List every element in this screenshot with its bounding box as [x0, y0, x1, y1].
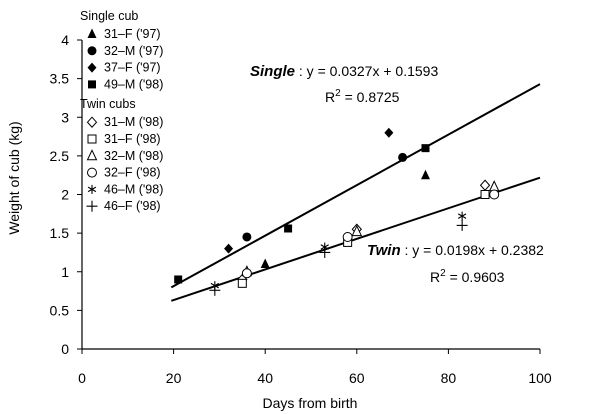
point-plus [319, 246, 331, 258]
point-triangle-open [351, 224, 363, 237]
point-square-open [480, 190, 490, 199]
legend-group-title: Twin cubs [80, 97, 136, 111]
equation-annotations: Single : y = 0.0327x + 0.1593 R2 = 0.8725… [250, 63, 544, 285]
legend-group-title: Single cub [80, 9, 138, 23]
r-squared-label-single: R2 = 0.8725 [325, 88, 400, 105]
legend-marker-square-filled [88, 80, 96, 89]
point-square-filled [421, 144, 430, 153]
trendline-twin [170, 176, 541, 302]
equation-label-twin: Twin : y = 0.0198x + 0.2382 [367, 242, 544, 259]
point-circle-open [241, 268, 252, 279]
legend-marker-triangle-open [86, 149, 98, 161]
legend-entry-label: 32–M ('98) [104, 149, 163, 163]
legend-marker-triangle-filled [87, 28, 97, 38]
y-tick-label: 0.5 [50, 302, 70, 318]
data-points [174, 127, 500, 296]
x-tick-label: 60 [349, 370, 365, 386]
trendline-single [170, 83, 541, 289]
y-tick-label: 3 [61, 109, 69, 125]
y-tick-label: 0 [61, 341, 69, 357]
point-triangle-filled [421, 169, 430, 180]
point-circle-filled [242, 232, 252, 242]
y-tick-label: 4 [61, 32, 69, 48]
x-tick-label: 40 [257, 370, 273, 386]
legend-entry-label: 32–F ('98) [104, 166, 161, 180]
point-circle-open [342, 231, 353, 242]
legend-marker-diamond-open [86, 116, 98, 128]
point-plus [209, 284, 221, 296]
legend-entry-label: 31–F ('97) [104, 27, 161, 41]
legend: Single cub 31–F ('97) 32–M ('97) 37–F ('97)… [80, 9, 163, 213]
point-circle-filled [398, 152, 408, 162]
y-tick-label: 1 [61, 264, 69, 280]
legend-marker-circle-filled [87, 46, 97, 56]
point-diamond-filled [384, 127, 394, 138]
tick-labels: 0 20 40 60 80 100 0 0.5 1 1.5 2 2.5 3 3.5 4 [50, 32, 552, 386]
legend-entry-label: 49–M ('98) [104, 77, 163, 91]
y-axis-label: Weight of cub (kg) [6, 121, 22, 234]
r-squared-label-twin: R2 = 0.9603 [430, 268, 505, 285]
x-tick-label: 100 [528, 370, 552, 386]
legend-entry-label: 31–F ('98) [104, 132, 161, 146]
legend-marker-diamond-filled [87, 62, 97, 73]
point-square-open [237, 278, 247, 288]
x-tick-label: 20 [166, 370, 182, 386]
y-tick-label: 2.5 [50, 148, 70, 164]
legend-entry-label: 37–F ('97) [104, 61, 161, 75]
point-square-filled [284, 224, 293, 233]
legend-marker-square-open [87, 134, 97, 144]
y-tick-label: 2 [61, 187, 69, 203]
legend-marker-asterisk [87, 184, 97, 194]
point-asterisk [457, 211, 467, 221]
x-tick-label: 0 [78, 370, 86, 386]
point-triangle-open [488, 180, 500, 192]
y-tick-label: 3.5 [50, 71, 70, 87]
x-tick-label: 80 [441, 370, 457, 386]
point-plus [456, 219, 468, 231]
legend-entry-label: 31–M ('98) [104, 115, 163, 129]
legend-entry-label: 46–M ('98) [104, 182, 163, 196]
legend-marker-circle-open [87, 167, 97, 178]
trendlines [170, 83, 541, 302]
point-diamond-open [479, 179, 491, 191]
axes [77, 39, 541, 354]
equation-label-single: Single : y = 0.0327x + 0.1593 [250, 63, 438, 80]
legend-marker-plus [86, 200, 98, 212]
legend-entry-label: 32–M ('97) [104, 44, 163, 58]
point-square-filled [174, 275, 183, 284]
y-tick-label: 1.5 [50, 225, 70, 241]
legend-entry-label: 46–F ('98) [104, 199, 161, 213]
point-diamond-filled [224, 243, 234, 254]
point-circle-open [489, 189, 500, 200]
x-axis-label: Days from birth [263, 395, 358, 411]
point-triangle-filled [260, 258, 270, 269]
